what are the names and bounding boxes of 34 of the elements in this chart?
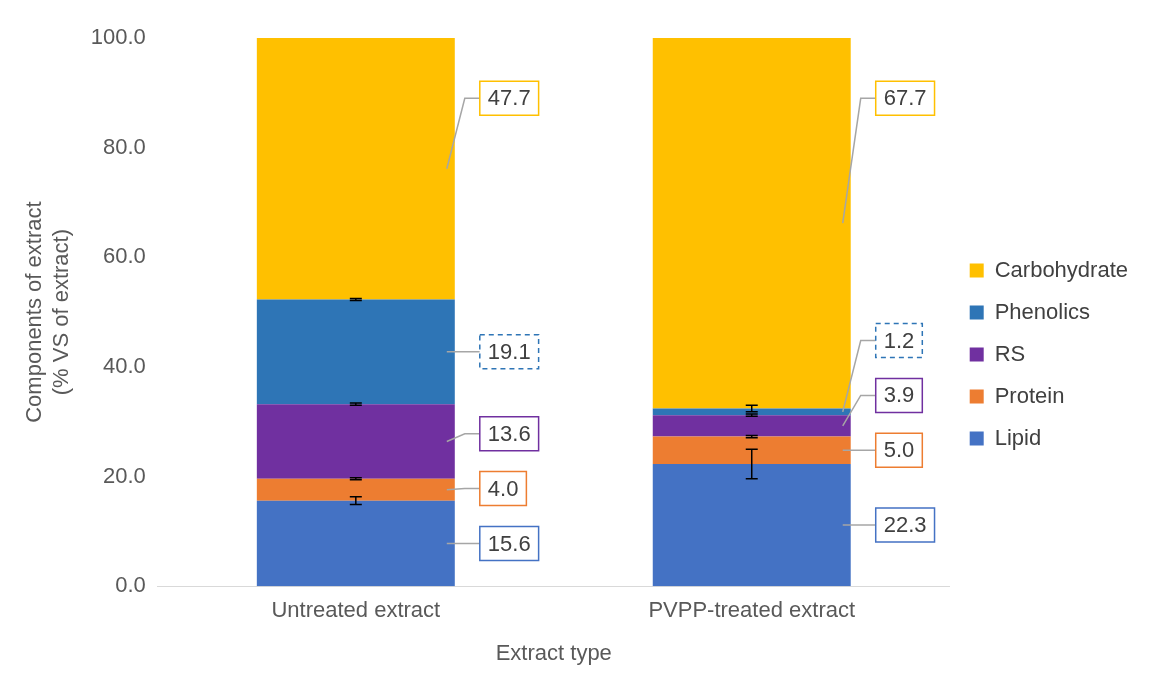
legend-label: Phenolics: [994, 298, 1091, 324]
bar: [652, 463, 851, 587]
legend-label: Carbohydrate: [994, 256, 1129, 282]
y-tick-label: 0.0: [115, 572, 146, 598]
bar: [256, 299, 455, 405]
y-tick-label: 100.0: [90, 24, 146, 50]
x-tick-label: Untreated extract: [271, 597, 441, 623]
legend-label: Protein: [994, 382, 1065, 408]
legend-label: RS: [994, 340, 1026, 366]
y-axis-title: Components of extract (% VS of extract): [21, 201, 73, 423]
data-label: 3.9: [883, 382, 915, 408]
x-axis-title: Extract type: [495, 639, 612, 665]
bar: [256, 478, 455, 501]
data-label: 13.6: [487, 420, 531, 446]
y-tick-label: 20.0: [103, 462, 146, 488]
data-label: 47.7: [487, 85, 531, 111]
bar: [652, 38, 851, 409]
legend-label: Lipid: [994, 424, 1042, 450]
bar: [256, 38, 455, 300]
data-label: 4.0: [487, 475, 519, 501]
data-label: 15.6: [487, 530, 531, 556]
bar: [256, 404, 455, 479]
bar: [652, 436, 851, 464]
data-label: 67.7: [883, 85, 927, 111]
y-tick-label: 80.0: [103, 133, 146, 159]
y-tick-label: 60.0: [103, 243, 146, 269]
data-label: 1.2: [883, 327, 915, 353]
y-tick-label: 40.0: [103, 352, 146, 378]
data-label: 5.0: [883, 437, 915, 463]
bar: [652, 415, 851, 437]
bar: [256, 500, 455, 587]
data-label: 22.3: [883, 512, 927, 538]
x-tick-label: PVPP-treated extract: [648, 597, 856, 623]
data-label: 19.1: [487, 338, 531, 364]
